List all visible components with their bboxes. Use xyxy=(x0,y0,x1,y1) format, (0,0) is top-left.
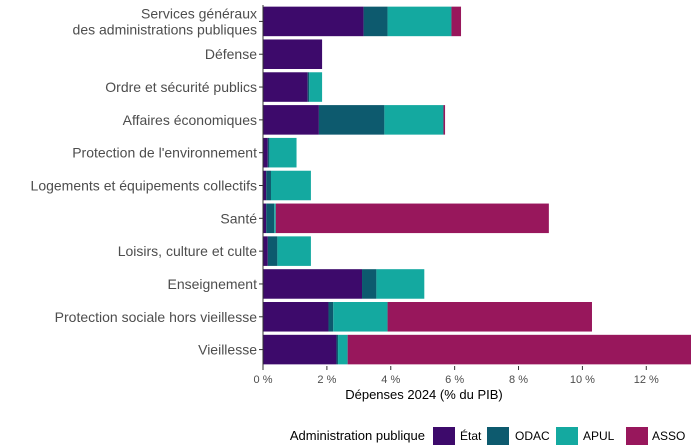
x-tick-label: 6 % xyxy=(445,374,464,386)
category-label: Loisirs, culture et culte xyxy=(118,243,257,259)
category-label: Logements et équipements collectifs xyxy=(31,178,257,194)
bar-segment-4-3 xyxy=(384,105,444,135)
bar-segment-6-3 xyxy=(270,170,311,201)
bar-segment-11-4 xyxy=(347,334,691,365)
bar-segment-10-1 xyxy=(263,302,329,332)
legend-swatch-3 xyxy=(556,427,578,445)
category-label: Affaires économiques xyxy=(123,112,257,128)
bar-segment-10-2 xyxy=(328,302,334,332)
bar-segment-1-1 xyxy=(263,6,364,37)
category-label: Enseignement xyxy=(167,276,257,292)
x-axis-title: Dépenses 2024 (% du PIB) xyxy=(345,387,503,402)
bar-segment-1-3 xyxy=(387,6,452,37)
legend-title: Administration publique xyxy=(290,428,425,443)
legend-swatch-1 xyxy=(433,427,455,445)
legend: Administration publique État ODAC APUL ASSO xyxy=(290,427,685,445)
x-tick-label: 0 % xyxy=(254,374,273,386)
legend-swatch-4 xyxy=(626,427,648,445)
bars-layer xyxy=(263,6,691,365)
legend-label-4: ASSO xyxy=(652,429,685,443)
bar-segment-7-4 xyxy=(275,203,549,234)
bar-segment-3-3 xyxy=(309,72,323,102)
bar-segment-10-4 xyxy=(387,302,592,332)
legend-label-3: APUL xyxy=(583,429,615,443)
x-tick-label: 12 % xyxy=(634,374,659,386)
bar-segment-10-3 xyxy=(333,302,388,332)
x-tick-label: 2 % xyxy=(317,374,336,386)
bar-segment-2-1 xyxy=(263,39,323,69)
bar-segment-4-1 xyxy=(263,105,319,135)
x-tick-label: 8 % xyxy=(509,374,528,386)
bar-segment-3-2 xyxy=(307,72,310,102)
category-label: des administrations publiques xyxy=(73,21,257,37)
bar-segment-1-2 xyxy=(363,6,388,37)
x-tick-label: 10 % xyxy=(570,374,595,386)
bar-segment-1-4 xyxy=(451,6,462,37)
bar-segment-8-2 xyxy=(267,236,278,266)
legend-label-1: État xyxy=(460,428,482,443)
bar-segment-5-3 xyxy=(269,137,297,168)
bar-segment-4-4 xyxy=(443,105,446,135)
category-label: Vieillesse xyxy=(198,342,257,358)
category-label: Protection de l'environnement xyxy=(72,145,257,161)
bar-segment-11-3 xyxy=(338,334,348,365)
bar-segment-5-2 xyxy=(267,137,270,168)
bar-segment-9-1 xyxy=(263,269,363,299)
bar-segment-9-2 xyxy=(362,269,377,299)
category-label: Ordre et sécurité publics xyxy=(105,79,257,95)
x-tick-label: 4 % xyxy=(381,374,400,386)
bar-segment-6-1 xyxy=(263,170,267,201)
bar-segment-11-2 xyxy=(336,334,339,365)
bar-segment-7-3 xyxy=(274,203,276,234)
bar-segment-3-1 xyxy=(263,72,308,102)
bar-segment-8-3 xyxy=(277,236,311,266)
x-axis: 0 % 2 % 4 % 6 % 8 % 10 % 12 % xyxy=(254,5,659,386)
bar-segment-7-1 xyxy=(263,203,267,234)
legend-label-2: ODAC xyxy=(515,429,550,443)
category-label: Santé xyxy=(220,210,257,226)
bar-segment-8-1 xyxy=(263,236,268,266)
bar-segment-6-2 xyxy=(266,170,271,201)
legend-swatch-2 xyxy=(487,427,509,445)
category-label: Défense xyxy=(205,46,257,62)
bar-segment-7-2 xyxy=(266,203,275,234)
bar-segment-4-2 xyxy=(318,105,385,135)
category-label: Protection sociale hors vieillesse xyxy=(55,309,258,325)
category-label: Services généraux xyxy=(141,5,257,21)
bar-segment-5-1 xyxy=(263,137,268,168)
bar-segment-9-3 xyxy=(376,269,425,299)
bar-segment-11-1 xyxy=(263,334,337,365)
